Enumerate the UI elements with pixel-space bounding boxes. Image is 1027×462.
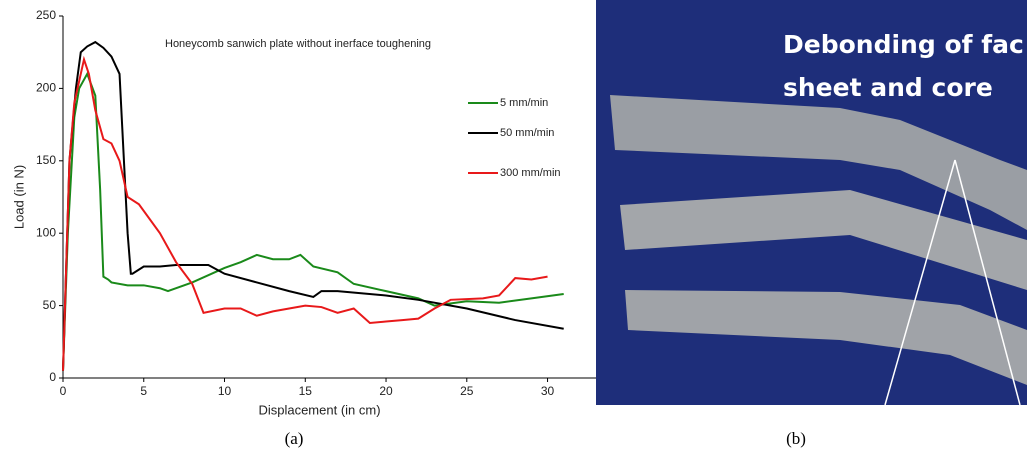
caption: (b) (786, 429, 806, 448)
legend-label: 50 mm/min (500, 127, 554, 139)
y-tick-label: 50 (43, 298, 57, 312)
figure: Debonding of fac sheet and core (a) (b) … (0, 0, 1027, 462)
x-tick-label: 25 (460, 384, 474, 398)
y-tick-label: 100 (36, 225, 56, 239)
x-tick-label: 10 (218, 384, 232, 398)
caption: (a) (285, 429, 304, 448)
x-tick-label: 15 (299, 384, 313, 398)
photo-label: sheet and core (783, 73, 993, 102)
data-line (63, 59, 548, 370)
y-tick-label: 150 (36, 153, 56, 167)
chart: 0 50 100 150 200 250 0 5 10 15 20 25 30 Displacement … (11, 8, 596, 417)
x-tick-label: 30 (541, 384, 555, 398)
annotation: Honeycomb sanwich plate without inerface… (165, 38, 431, 50)
x-tick-label: 0 (60, 384, 67, 398)
legend-label: 5 mm/min (500, 97, 548, 109)
photo: Debonding of fac sheet and core (596, 0, 1027, 405)
y-tick-label: 200 (36, 81, 56, 95)
x-tick-label: 5 (140, 384, 147, 398)
data-line (63, 42, 564, 371)
y-tick-label: 0 (49, 370, 56, 384)
y-tick-label: 250 (36, 8, 56, 22)
photo-label: Debonding of fac (783, 30, 1024, 59)
x-tick-label: 20 (379, 384, 393, 398)
y-axis-label: Load (in N) (11, 165, 26, 229)
x-axis-label: Displacement (in cm) (258, 402, 380, 417)
legend-label: 300 mm/min (500, 167, 561, 179)
data-line (63, 74, 564, 371)
